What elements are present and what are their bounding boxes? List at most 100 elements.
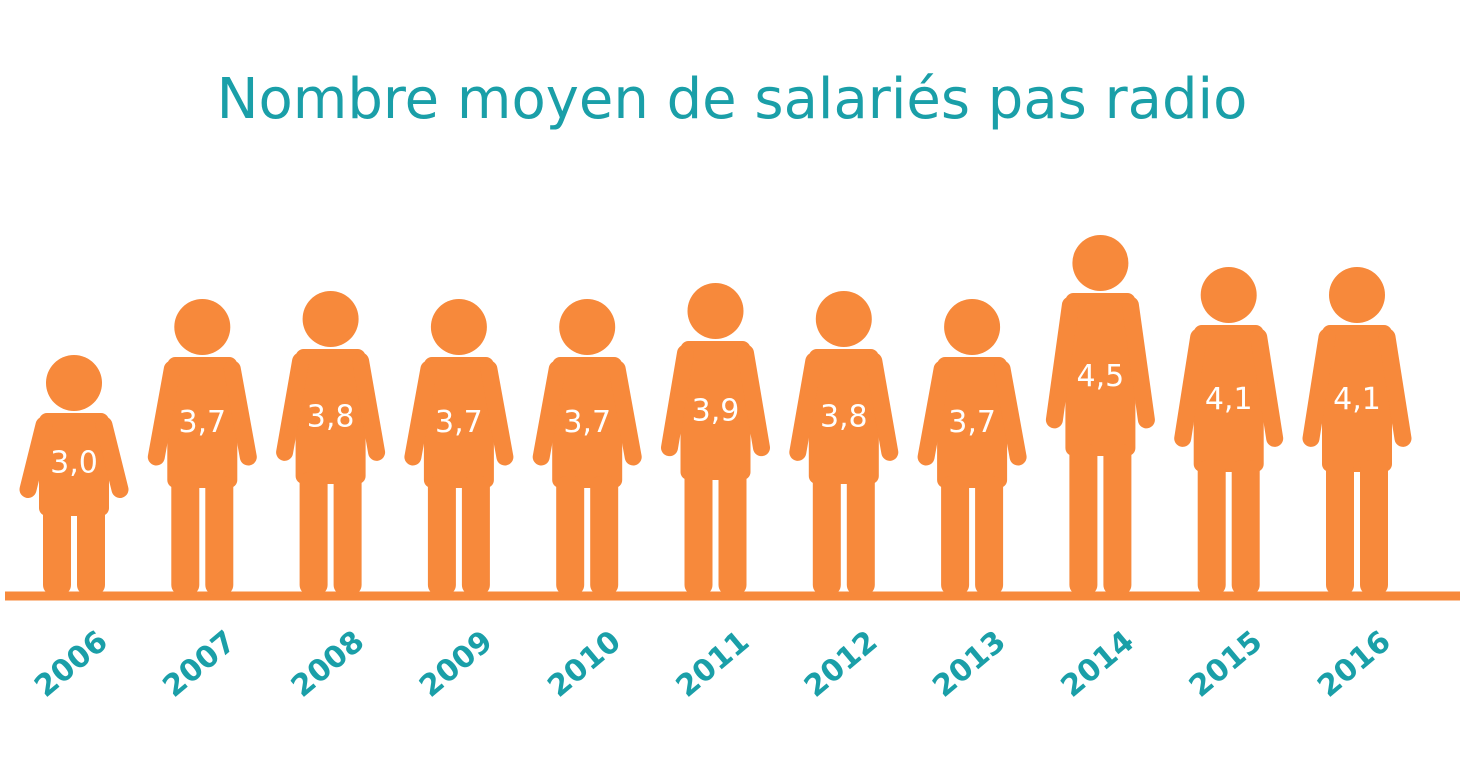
value-label: 3,7: [948, 405, 996, 440]
person-icon: [917, 299, 1027, 595]
arm: [789, 352, 823, 461]
x-tick-label: 2010: [541, 624, 627, 704]
arm: [1250, 328, 1284, 447]
arm: [1174, 328, 1208, 447]
value-label: 3,7: [178, 405, 226, 440]
leg: [77, 504, 105, 595]
torso: [937, 357, 1008, 488]
torso: [808, 349, 879, 484]
x-tick-label: 2008: [285, 624, 371, 704]
arm: [1302, 328, 1336, 447]
chart-title: Nombre moyen de salariés pas radio: [217, 67, 1248, 132]
arm: [404, 360, 438, 466]
torso: [552, 357, 623, 488]
head: [302, 291, 359, 347]
leg: [1103, 444, 1132, 595]
person-icon: [1045, 235, 1155, 595]
value-label: 3,8: [307, 399, 355, 434]
leg: [846, 472, 875, 595]
torso: [1193, 325, 1264, 472]
leg: [461, 476, 490, 595]
arm: [737, 344, 770, 457]
arm: [608, 360, 642, 466]
head: [559, 299, 616, 355]
torso: [423, 357, 494, 488]
leg: [1197, 460, 1226, 595]
leg: [1231, 460, 1260, 595]
head: [430, 299, 487, 355]
arm: [223, 360, 257, 466]
arm: [993, 360, 1027, 466]
value-label: 4,1: [1333, 382, 1381, 417]
x-tick-label: 2006: [28, 624, 114, 704]
leg: [171, 476, 200, 595]
x-tick-label: 2011: [670, 624, 756, 704]
x-tick-label: 2016: [1311, 624, 1397, 704]
leg: [205, 476, 234, 595]
value-label: 4,1: [1205, 382, 1253, 417]
head: [174, 299, 231, 355]
arm: [532, 360, 566, 466]
arm: [1045, 296, 1079, 429]
x-tick-label: 2014: [1055, 624, 1141, 704]
arm: [352, 352, 386, 461]
person-icon: [276, 291, 386, 595]
leg: [941, 476, 970, 595]
torso: [680, 341, 751, 480]
person-icon: [1174, 267, 1284, 595]
person-icon: [532, 299, 642, 595]
torso: [295, 349, 366, 484]
arm: [1378, 328, 1412, 447]
arm: [276, 352, 310, 461]
leg: [718, 468, 747, 595]
person-icon: [19, 355, 129, 595]
x-tick-label: 2007: [156, 624, 242, 704]
leg: [975, 476, 1004, 595]
leg: [684, 468, 713, 595]
arm: [95, 416, 129, 498]
torso: [167, 357, 238, 488]
person-icon: [147, 299, 257, 595]
leg: [812, 472, 841, 595]
head: [815, 291, 872, 347]
value-label: 3,9: [692, 394, 740, 429]
person-icon: [661, 283, 770, 595]
x-tick-label: 2009: [413, 624, 499, 704]
leg: [333, 472, 362, 595]
person-icon: [1302, 267, 1412, 595]
arm: [147, 360, 181, 466]
arm: [661, 344, 694, 457]
arm: [917, 360, 951, 466]
leg: [43, 504, 71, 595]
head: [1329, 267, 1385, 323]
leg: [299, 472, 328, 595]
x-tick-label: 2015: [1183, 624, 1269, 704]
torso: [1322, 325, 1392, 472]
arm: [1121, 296, 1155, 429]
arm: [865, 352, 899, 461]
head: [46, 355, 102, 411]
value-label: 4,5: [1077, 359, 1125, 394]
person-icon: [789, 291, 899, 595]
value-label: 3,7: [435, 405, 483, 440]
leg: [590, 476, 619, 595]
value-label: 3,8: [820, 399, 868, 434]
torso: [1065, 293, 1136, 456]
leg: [1069, 444, 1098, 595]
leg: [1360, 460, 1388, 595]
value-label: 3,0: [50, 445, 98, 480]
head: [1072, 235, 1129, 291]
head: [1200, 267, 1257, 323]
person-icon: [404, 299, 514, 595]
leg: [1326, 460, 1354, 595]
head: [944, 299, 1001, 355]
x-tick-label: 2013: [926, 624, 1012, 704]
leg: [427, 476, 456, 595]
arm: [19, 416, 53, 498]
head: [687, 283, 744, 339]
x-tick-label: 2012: [798, 624, 884, 704]
value-label: 3,7: [563, 405, 611, 440]
arm: [480, 360, 514, 466]
torso: [39, 413, 109, 516]
